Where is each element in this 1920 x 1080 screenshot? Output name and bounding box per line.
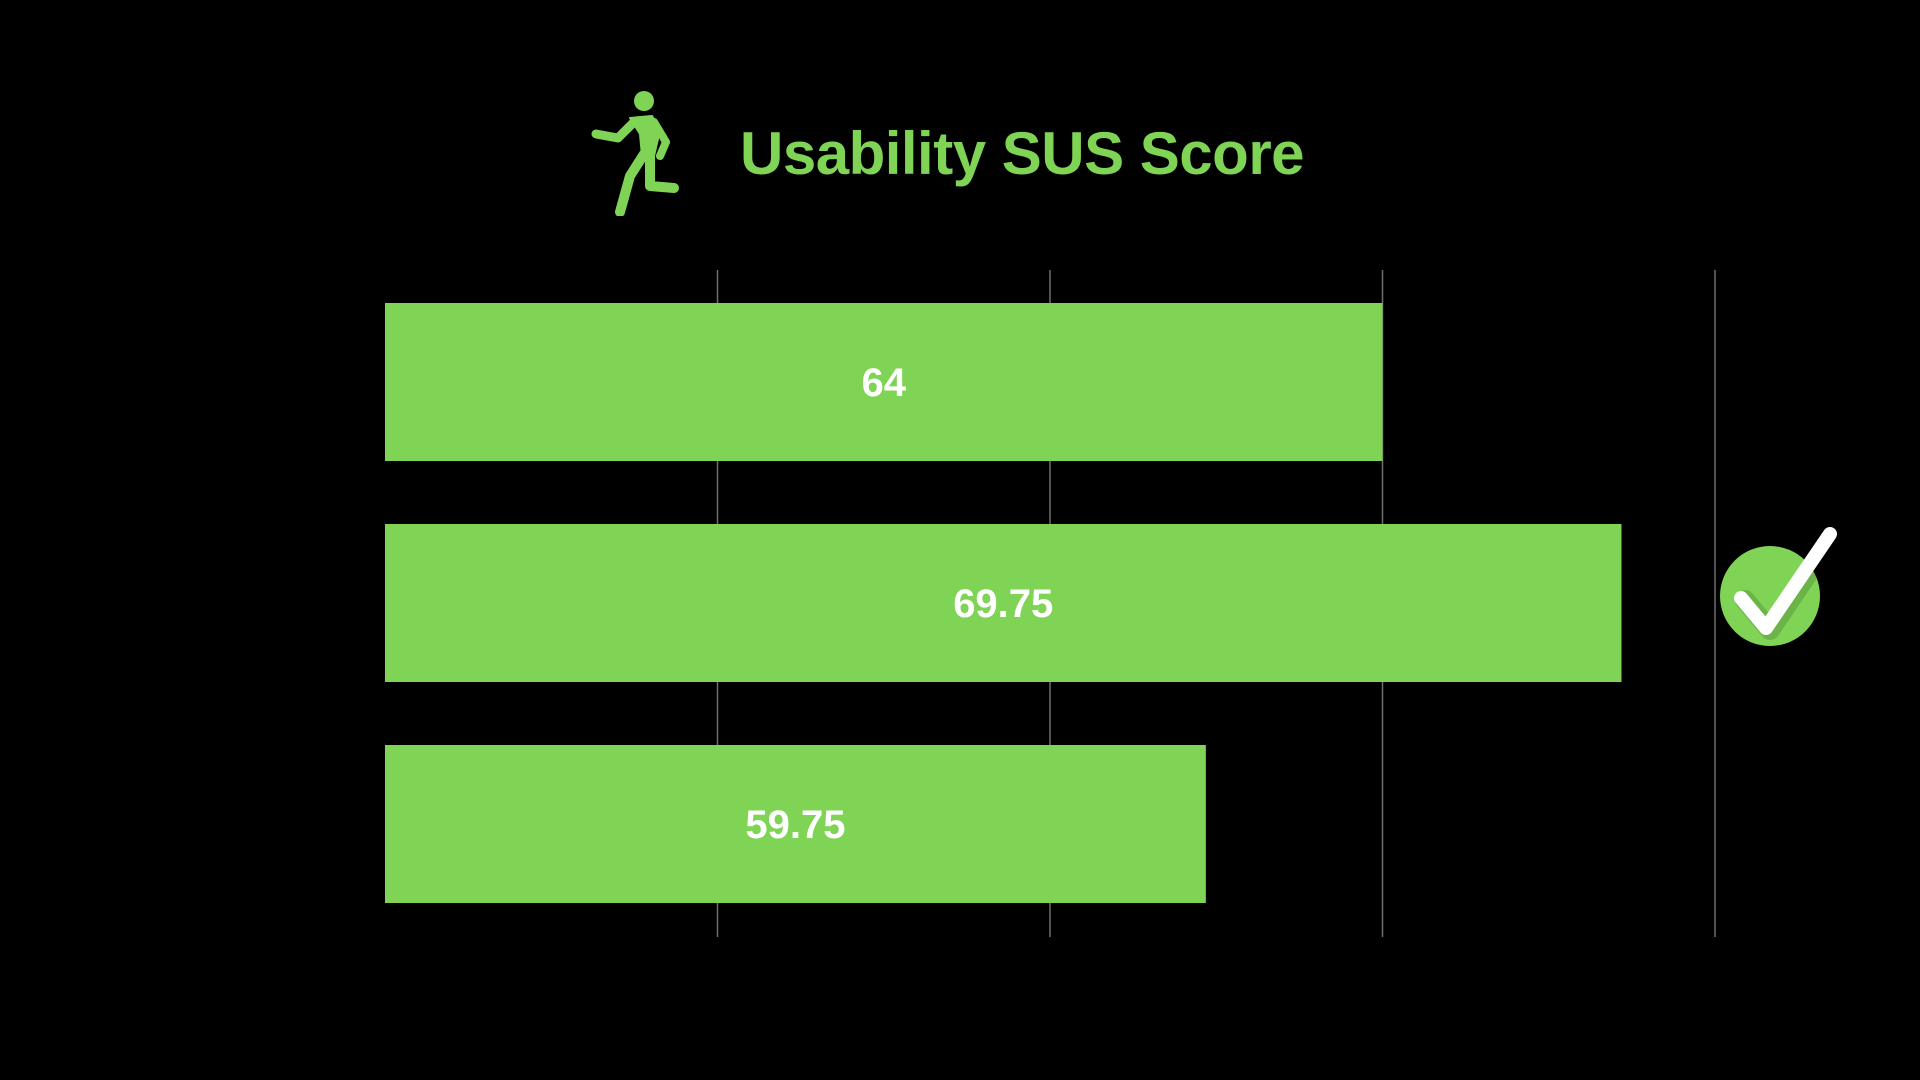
bars xyxy=(385,303,1622,903)
running-person-icon xyxy=(591,91,679,216)
bar-1 xyxy=(385,303,1383,461)
bar-value-label: 64 xyxy=(862,361,907,405)
bar-value-label: 69.75 xyxy=(953,582,1053,626)
bar-labels: 64 69.75 59.75 xyxy=(745,361,1053,847)
bar-value-label: 59.75 xyxy=(745,803,845,847)
title-row: Usability SUS Score xyxy=(590,88,1305,218)
chart-title: Usability SUS Score xyxy=(740,119,1305,187)
check-circle-icon xyxy=(1720,527,1842,646)
bar-3 xyxy=(385,745,1206,903)
bar-2 xyxy=(385,524,1622,682)
